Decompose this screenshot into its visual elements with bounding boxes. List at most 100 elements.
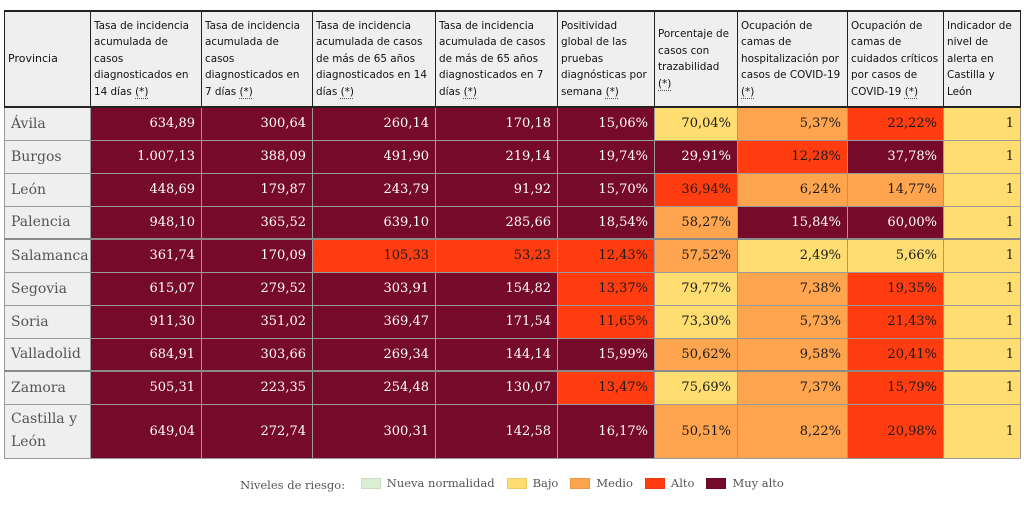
indicator-cell: 369,47: [312, 304, 436, 339]
footnote-link[interactable]: (*): [239, 85, 253, 98]
indicator-cell: 73,30%: [654, 304, 738, 339]
legend-swatch: [506, 477, 527, 489]
column-header-label: Ocupación de camas de hospitalización po…: [741, 19, 841, 82]
indicator-cell: 50,62%: [654, 337, 738, 372]
province-name: León: [4, 172, 91, 207]
province-name: Salamanca: [4, 238, 91, 273]
indicator-cell: 13,37%: [557, 271, 655, 306]
indicator-cell: 105,33: [312, 238, 436, 273]
indicator-cell: 243,79: [312, 172, 436, 207]
indicator-cell: 16,17%: [557, 403, 655, 459]
indicator-cell: 19,74%: [557, 139, 655, 174]
table-row: Castilla y León 649,04 272,74 300,31 142,58 1…: [4, 403, 1021, 459]
indicator-cell: 15,99%: [557, 337, 655, 372]
indicator-cell: 1: [943, 238, 1021, 273]
footnote-link[interactable]: (*): [135, 85, 149, 98]
table-row: Zamora 505,31 223,35 254,48 130,07 13,47% 75,6…: [4, 370, 1021, 405]
province-name: Soria: [4, 304, 91, 339]
legend-title: Niveles de riesgo:: [240, 477, 346, 492]
indicator-cell: 1: [943, 370, 1021, 405]
indicator-cell: 12,28%: [737, 139, 848, 174]
indicator-cell: 142,58: [435, 403, 558, 459]
indicator-cell: 1: [943, 271, 1021, 306]
indicator-cell: 300,31: [312, 403, 436, 459]
indicator-cell: 684,91: [90, 337, 202, 372]
indicator-cell: 8,22%: [737, 403, 848, 459]
indicator-cell: 20,41%: [847, 337, 944, 372]
indicator-cell: 615,07: [90, 271, 202, 306]
column-header: Tasa de incidencia acumulada de casos de…: [435, 10, 558, 108]
indicator-cell: 300,64: [201, 106, 313, 141]
indicator-cell: 1: [943, 139, 1021, 174]
indicator-cell: 154,82: [435, 271, 558, 306]
indicator-cell: 5,66%: [847, 238, 944, 273]
column-header-label: Tasa de incidencia acumulada de casos di…: [94, 19, 189, 98]
indicator-cell: 634,89: [90, 106, 202, 141]
indicator-cell: 5,73%: [737, 304, 848, 339]
indicator-cell: 171,54: [435, 304, 558, 339]
indicator-cell: 14,77%: [847, 172, 944, 207]
column-header: Ocupación de camas de cuidados críticos …: [847, 10, 944, 108]
legend-swatch: [570, 477, 591, 489]
indicator-cell: 13,47%: [557, 370, 655, 405]
indicator-cell: 254,48: [312, 370, 436, 405]
indicator-cell: 7,37%: [737, 370, 848, 405]
legend-item: Muy alto: [706, 476, 784, 490]
risk-legend: Niveles de riesgo: Nueva normalidad Bajo M…: [0, 476, 1024, 492]
table-row: Salamanca 361,74 170,09 105,33 53,23 12,43% 57…: [4, 238, 1021, 273]
indicator-cell: 170,18: [435, 106, 558, 141]
column-header-provincia: Provincia: [4, 10, 91, 108]
indicator-cell: 37,78%: [847, 139, 944, 174]
legend-items: Nueva normalidad Bajo Medio Alto Muy alto: [355, 476, 790, 492]
indicator-cell: 21,43%: [847, 304, 944, 339]
column-header: Porcentaje de casos con trazabilidad (*): [654, 10, 738, 108]
legend-item: Medio: [570, 476, 633, 490]
indicator-cell: 60,00%: [847, 205, 944, 240]
indicator-cell: 6,24%: [737, 172, 848, 207]
column-header: Indicador de nivel de alerta en Castilla…: [943, 10, 1021, 108]
table-row: León 448,69 179,87 243,79 91,92 15,70% 36,94% 6…: [4, 172, 1021, 207]
legend-item: Nueva normalidad: [360, 476, 495, 490]
province-name: Valladolid: [4, 337, 91, 372]
province-name: Ávila: [4, 106, 91, 141]
legend-swatch: [644, 477, 665, 489]
table-row: Burgos 1.007,13 388,09 491,90 219,14 19,74% 29…: [4, 139, 1021, 174]
province-name: Castilla y León: [4, 403, 91, 459]
indicator-cell: 7,38%: [737, 271, 848, 306]
footnote-link[interactable]: (*): [658, 77, 672, 90]
indicator-cell: 70,04%: [654, 106, 738, 141]
footnote-link[interactable]: (*): [605, 85, 619, 98]
footnote-link[interactable]: (*): [904, 85, 919, 98]
column-header-label: Provincia: [8, 51, 58, 65]
legend-swatch: [706, 477, 727, 489]
indicator-cell: 303,66: [201, 337, 313, 372]
indicator-cell: 1.007,13: [90, 139, 202, 174]
indicator-cell: 12,43%: [557, 238, 655, 273]
footnote-link[interactable]: (*): [741, 85, 755, 98]
indicator-cell: 365,52: [201, 205, 313, 240]
indicator-cell: 144,14: [435, 337, 558, 372]
risk-indicators-table: Provincia Tasa de incidencia acumulada de…: [4, 10, 1021, 459]
indicator-cell: 75,69%: [654, 370, 738, 405]
indicator-cell: 58,27%: [654, 205, 738, 240]
legend-label: Bajo: [532, 476, 559, 490]
legend-label: Muy alto: [732, 476, 784, 490]
indicator-cell: 448,69: [90, 172, 202, 207]
footnote-link[interactable]: (*): [340, 85, 354, 98]
indicator-cell: 9,58%: [737, 337, 848, 372]
indicator-cell: 491,90: [312, 139, 436, 174]
header-row: Provincia Tasa de incidencia acumulada de…: [4, 10, 1021, 108]
legend-label: Alto: [670, 476, 695, 490]
column-header: Tasa de incidencia acumulada de casos de…: [312, 10, 436, 108]
indicator-cell: 130,07: [435, 370, 558, 405]
legend-label: Medio: [596, 476, 633, 490]
indicator-cell: 36,94%: [654, 172, 738, 207]
indicator-cell: 15,84%: [737, 205, 848, 240]
indicator-cell: 351,02: [201, 304, 313, 339]
indicator-cell: 91,92: [435, 172, 558, 207]
indicator-cell: 15,06%: [557, 106, 655, 141]
column-header-label: Tasa de incidencia acumulada de casos de…: [439, 19, 546, 98]
footnote-link[interactable]: (*): [463, 85, 477, 98]
indicator-cell: 2,49%: [737, 238, 848, 273]
indicator-cell: 1: [943, 304, 1021, 339]
